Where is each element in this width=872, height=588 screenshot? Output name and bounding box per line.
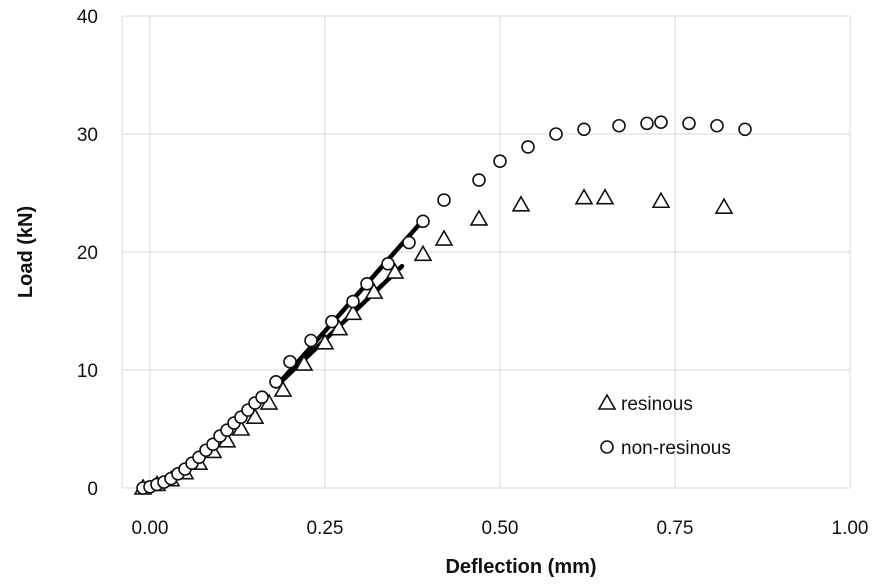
circle-point xyxy=(381,256,395,271)
x-tick-label: 0.25 xyxy=(307,518,344,539)
triangle-point xyxy=(343,303,363,321)
triangle-point xyxy=(714,197,734,214)
circle-point xyxy=(325,314,339,329)
triangle-point xyxy=(385,262,405,279)
x-axis-ticks: 0.00 0.25 0.50 0.75 1.00 xyxy=(132,518,869,539)
circle-point xyxy=(346,294,360,309)
y-axis-title: Load (kN) xyxy=(15,206,37,298)
triangle-point xyxy=(574,188,594,205)
circle-point xyxy=(710,118,724,133)
legend: resinous non-resinous xyxy=(597,393,731,459)
triangle-point xyxy=(469,209,489,226)
grid xyxy=(121,15,851,489)
circle-point xyxy=(360,277,374,291)
circle-point xyxy=(612,118,626,133)
x-tick-label: 0.50 xyxy=(482,518,519,539)
triangle-point xyxy=(434,229,454,246)
circle-point xyxy=(472,173,486,187)
y-tick-label: 0 xyxy=(87,479,98,500)
x-tick-label: 1.00 xyxy=(832,518,869,539)
legend-circle-marker xyxy=(600,440,614,454)
x-tick-label: 0.00 xyxy=(132,518,169,539)
triangle-point xyxy=(413,244,433,262)
circle-point xyxy=(255,390,269,404)
triangle-point xyxy=(651,191,671,209)
circle-point xyxy=(654,115,668,129)
legend-item-resinous: resinous xyxy=(597,393,693,415)
y-axis-ticks: 0 10 20 30 40 xyxy=(77,7,98,500)
y-tick-label: 30 xyxy=(77,125,98,146)
circle-point xyxy=(738,122,752,137)
x-axis-title: Deflection (mm) xyxy=(445,556,596,578)
triangle-point xyxy=(511,195,531,212)
triangle-point xyxy=(273,380,293,397)
circle-point xyxy=(269,374,283,389)
legend-label-non-resinous: non-resinous xyxy=(621,438,731,459)
triangle-point xyxy=(294,354,314,371)
y-tick-label: 20 xyxy=(77,243,98,264)
circle-point xyxy=(304,333,318,348)
circle-point xyxy=(521,140,535,154)
circle-point xyxy=(640,116,654,131)
legend-triangle-marker xyxy=(597,393,617,410)
circle-point xyxy=(549,127,563,141)
data-series xyxy=(133,115,752,495)
triangle-point xyxy=(315,333,335,350)
x-tick-label: 0.75 xyxy=(657,518,694,539)
circle-point xyxy=(437,193,451,207)
circle-point xyxy=(402,235,416,250)
legend-triangle-icon xyxy=(597,393,617,410)
circle-point xyxy=(682,116,696,131)
circle-point xyxy=(416,214,430,229)
y-tick-label: 10 xyxy=(77,361,98,382)
legend-circle-icon xyxy=(600,440,614,454)
y-tick-label: 40 xyxy=(77,7,98,28)
circle-point xyxy=(577,122,591,137)
legend-item-non-resinous: non-resinous xyxy=(600,438,731,459)
triangle-point xyxy=(364,282,384,299)
circle-point xyxy=(493,154,507,168)
series-non-resinous xyxy=(136,115,752,495)
circle-point xyxy=(283,354,297,369)
legend-label-resinous: resinous xyxy=(621,394,693,415)
triangle-point xyxy=(595,188,615,205)
